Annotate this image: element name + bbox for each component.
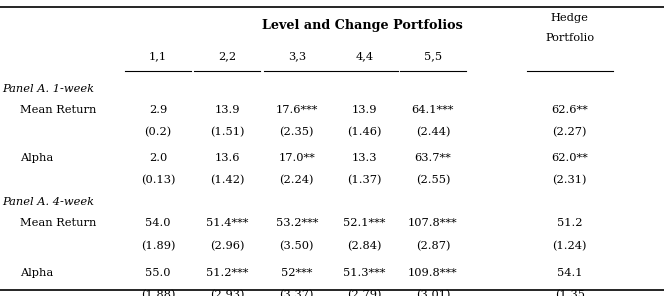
Text: 4,4: 4,4 [355,51,374,61]
Text: (3.50): (3.50) [280,241,314,251]
Text: 13.9: 13.9 [352,104,377,115]
Text: (2.55): (2.55) [416,176,450,186]
Text: 13.3: 13.3 [352,153,377,163]
Text: (2.79): (2.79) [347,290,382,296]
Text: Alpha: Alpha [20,153,53,163]
Text: (3.01): (3.01) [416,290,450,296]
Text: 51.4***: 51.4*** [206,218,248,229]
Text: (1.46): (1.46) [347,127,382,137]
Text: 53.2***: 53.2*** [276,218,318,229]
Text: 51.3***: 51.3*** [343,268,386,278]
Text: Alpha: Alpha [20,268,53,278]
Text: (2.44): (2.44) [416,127,450,137]
Text: Hedge: Hedge [550,13,589,23]
Text: (1.37): (1.37) [347,176,382,186]
Text: 2.9: 2.9 [149,104,167,115]
Text: Level and Change Portfolios: Level and Change Portfolios [262,19,462,32]
Text: 17.0**: 17.0** [278,153,315,163]
Text: 62.6**: 62.6** [551,104,588,115]
Text: 51.2***: 51.2*** [206,268,248,278]
Text: 109.8***: 109.8*** [408,268,457,278]
Text: (2.35): (2.35) [280,127,314,137]
Text: 2,2: 2,2 [218,51,236,61]
Text: (1.24): (1.24) [552,241,587,251]
Text: (2.27): (2.27) [552,127,587,137]
Text: (2.87): (2.87) [416,241,450,251]
Text: 3,3: 3,3 [288,51,306,61]
Text: 1,1: 1,1 [149,51,167,61]
Text: Panel A. 1-week: Panel A. 1-week [2,84,94,94]
Text: (2.31): (2.31) [552,176,587,186]
Text: 63.7**: 63.7** [414,153,452,163]
Text: Mean Return: Mean Return [20,104,96,115]
Text: 64.1***: 64.1*** [412,104,454,115]
Text: 55.0: 55.0 [145,268,171,278]
Text: 17.6***: 17.6*** [276,104,318,115]
Text: Panel A. 4-week: Panel A. 4-week [2,197,94,207]
Text: 52***: 52*** [281,268,313,278]
Text: 62.0**: 62.0** [551,153,588,163]
Text: Mean Return: Mean Return [20,218,96,229]
Text: (2.84): (2.84) [347,241,382,251]
Text: (1.89): (1.89) [141,241,175,251]
Text: 54.0: 54.0 [145,218,171,229]
Text: (2.96): (2.96) [210,241,244,251]
Text: 51.2: 51.2 [557,218,582,229]
Text: (1.42): (1.42) [210,176,244,186]
Text: (1.88): (1.88) [141,290,175,296]
Text: (2.24): (2.24) [280,176,314,186]
Text: (3.37): (3.37) [280,290,314,296]
Text: (0.2): (0.2) [144,127,172,137]
Text: 5,5: 5,5 [424,51,442,61]
Text: 52.1***: 52.1*** [343,218,386,229]
Text: (2.93): (2.93) [210,290,244,296]
Text: Portfolio: Portfolio [545,33,594,44]
Text: (1.35: (1.35 [554,290,585,296]
Text: 13.6: 13.6 [214,153,240,163]
Text: 107.8***: 107.8*** [408,218,457,229]
Text: 2.0: 2.0 [149,153,167,163]
Text: (1.51): (1.51) [210,127,244,137]
Text: 54.1: 54.1 [557,268,582,278]
Text: 13.9: 13.9 [214,104,240,115]
Text: (0.13): (0.13) [141,176,175,186]
